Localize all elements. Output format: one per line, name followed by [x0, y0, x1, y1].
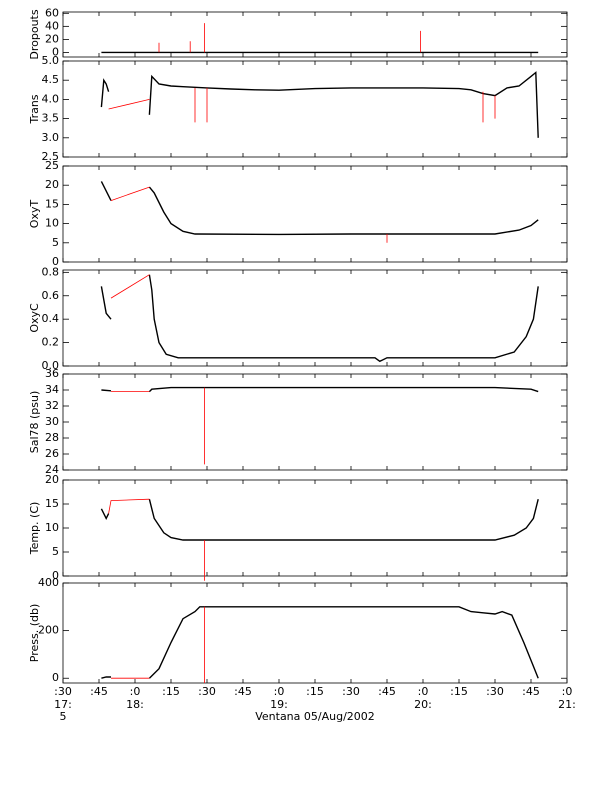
plot-frame	[62, 373, 568, 471]
y-tick-label: 2.5	[42, 150, 60, 163]
x-tick-label: :15	[450, 685, 468, 698]
y-tick-label: 0	[52, 569, 59, 582]
x-tick-label: :30	[342, 685, 360, 698]
y-axis-label: Sal78 (psu)	[28, 391, 41, 454]
data-line	[110, 186, 388, 243]
y-tick-label: 0.2	[42, 336, 60, 349]
x-tick-label: :30	[198, 685, 216, 698]
y-tick-label: 10	[45, 217, 59, 230]
y-tick-label: 200	[38, 624, 59, 637]
x-hour-label: 21:	[558, 698, 576, 711]
data-line	[108, 498, 205, 581]
y-axis-label: Dropouts	[28, 9, 41, 59]
data-line	[108, 87, 496, 123]
y-tick-label: 0.8	[42, 265, 60, 278]
y-tick-label: 5	[52, 236, 59, 249]
data-line	[111, 387, 205, 465]
data-line	[101, 386, 539, 393]
y-tick-label: 0	[52, 45, 59, 58]
x-tick-label: :0	[418, 685, 429, 698]
x-tick-label: :45	[378, 685, 396, 698]
y-tick-label: 4.5	[42, 73, 60, 86]
x-tick-label: :30	[486, 685, 504, 698]
x-hour-label: 20:	[414, 698, 432, 711]
y-tick-label: 25	[45, 159, 59, 172]
y-tick-label: 3.5	[42, 112, 60, 125]
plot-frame	[62, 11, 568, 58]
y-tick-label: 32	[45, 399, 59, 412]
y-axis-label: OxyC	[28, 303, 41, 333]
x-hour-label: 19:	[270, 698, 288, 711]
x-tick-label: :0	[130, 685, 141, 698]
y-tick-label: 10	[45, 521, 59, 534]
y-tick-label: 60	[45, 6, 59, 19]
y-tick-label: 4.0	[42, 92, 60, 105]
x-hour-label: 17:	[54, 698, 72, 711]
y-tick-label: 24	[45, 463, 59, 476]
x-tick-label: :45	[522, 685, 540, 698]
y-tick-label: 5	[52, 545, 59, 558]
y-tick-label: 5.0	[42, 54, 60, 67]
x-corner-label: 5	[60, 710, 67, 723]
x-tick-label: :30	[54, 685, 72, 698]
x-tick-label: :15	[162, 685, 180, 698]
plot-frame	[62, 60, 568, 158]
data-line	[100, 274, 539, 363]
y-tick-label: 20	[45, 32, 59, 45]
data-line	[100, 499, 539, 541]
data-line	[158, 23, 421, 53]
x-hour-label: 18:	[126, 698, 144, 711]
plot-frame	[62, 582, 568, 684]
y-tick-label: 15	[45, 497, 59, 510]
y-tick-label: 3.0	[42, 131, 60, 144]
y-tick-label: 15	[45, 197, 59, 210]
plot-frame	[62, 269, 568, 367]
x-axis-label: Ventana 05/Aug/2002	[255, 710, 375, 723]
y-tick-label: 34	[45, 383, 59, 396]
plot-frame	[62, 165, 568, 263]
x-tick-label: :15	[306, 685, 324, 698]
y-tick-label: 20	[45, 178, 59, 191]
x-tick-label: :45	[234, 685, 252, 698]
plot-frame	[62, 479, 568, 577]
y-tick-label: 20	[45, 473, 59, 486]
y-axis-label: Press. (db)	[28, 604, 41, 663]
data-line	[101, 606, 539, 679]
data-line	[100, 71, 539, 138]
y-axis-label: Temp. (C)	[28, 502, 41, 556]
y-tick-label: 400	[38, 576, 59, 589]
x-tick-label: :0	[274, 685, 285, 698]
y-tick-label: 0	[52, 671, 59, 684]
y-tick-label: 0.6	[42, 289, 60, 302]
data-line	[110, 274, 150, 299]
y-axis-label: OxyT	[28, 200, 41, 229]
x-tick-label: :0	[562, 685, 573, 698]
y-tick-label: 40	[45, 19, 59, 32]
y-axis-label: Trans	[28, 94, 41, 124]
y-tick-label: 0.0	[42, 359, 60, 372]
y-tick-label: 36	[45, 367, 59, 380]
data-line	[100, 181, 539, 236]
x-tick-label: :45	[90, 685, 108, 698]
y-tick-label: 0	[52, 255, 59, 268]
y-tick-label: 0.4	[42, 312, 60, 325]
y-tick-label: 26	[45, 447, 59, 460]
y-tick-label: 28	[45, 431, 59, 444]
y-tick-label: 30	[45, 415, 59, 428]
data-line	[111, 606, 205, 683]
